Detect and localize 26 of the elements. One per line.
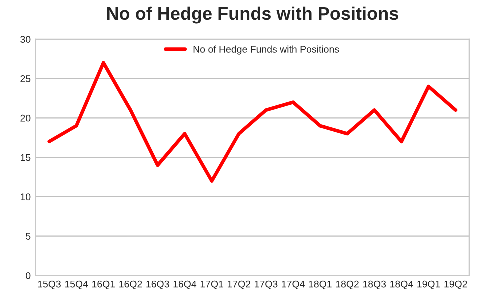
y-tick-label: 25 (20, 76, 31, 82)
y-tick-label: 30 (20, 36, 31, 44)
x-tick-label: 17Q3 (255, 280, 278, 290)
line-series (48, 61, 458, 183)
x-tick-label: 18Q3 (363, 280, 386, 290)
y-tick-label: 15 (20, 154, 31, 162)
x-tick-label: 19Q2 (444, 280, 468, 290)
x-tick-label: 17Q2 (228, 280, 251, 290)
x-tick-label: 16Q4 (174, 280, 197, 290)
chart-title: No of Hedge Funds with Positions (107, 6, 398, 24)
y-tick-label: 20 (20, 114, 31, 122)
legend-label: No of Hedge Funds with Positions (194, 46, 340, 55)
x-tick-label: 16Q2 (120, 280, 142, 290)
y-tick-label: 10 (20, 194, 31, 201)
x-tick-label: 17Q1 (200, 280, 224, 290)
x-tick-label: 16Q1 (92, 280, 116, 290)
x-tick-label: 18Q1 (309, 280, 332, 290)
x-tick-label: 15Q4 (65, 280, 88, 290)
x-tick-label: 16Q3 (146, 280, 170, 290)
x-tick-label: 19Q1 (418, 280, 440, 290)
x-tick-label: 15Q3 (38, 280, 61, 290)
x-tick-label: 18Q4 (390, 280, 414, 290)
x-tick-label: 17Q4 (282, 280, 305, 290)
x-tick-label: 18Q2 (336, 280, 359, 290)
y-tick-label: 5 (26, 233, 31, 240)
y-tick-label: 0 (26, 272, 31, 280)
